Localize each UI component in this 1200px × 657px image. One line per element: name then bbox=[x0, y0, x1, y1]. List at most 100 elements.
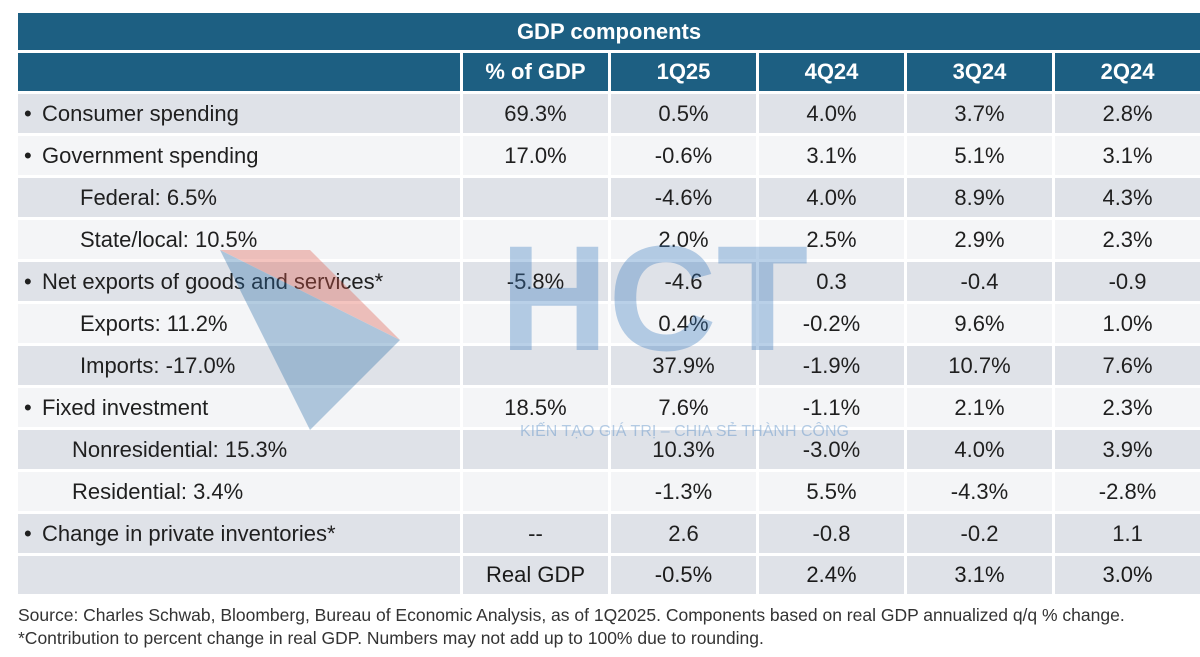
value-cell-3q24: -0.4 bbox=[907, 262, 1052, 301]
share-of-gdp-cell: 69.3% bbox=[463, 94, 608, 133]
share-of-gdp-cell bbox=[463, 472, 608, 511]
share-of-gdp-cell bbox=[463, 220, 608, 259]
value-cell-3q24: 2.1% bbox=[907, 388, 1052, 427]
row-label-cell: State/local: 10.5% bbox=[18, 220, 460, 259]
row-label: Residential: 3.4% bbox=[72, 478, 244, 504]
row-label: Net exports of goods and services* bbox=[42, 268, 384, 294]
column-header-blank bbox=[18, 53, 460, 91]
value-cell-3q24: 2.9% bbox=[907, 220, 1052, 259]
gdp-components-table: GDP components % of GDP 1Q25 4Q24 3Q24 2… bbox=[15, 10, 1200, 597]
table-title: GDP components bbox=[18, 13, 1200, 50]
value-cell-2q24: 2.3% bbox=[1055, 220, 1200, 259]
value-cell-2q24: 3.9% bbox=[1055, 430, 1200, 469]
value-cell-1q25: 10.3% bbox=[611, 430, 756, 469]
value-cell-4q24: -3.0% bbox=[759, 430, 904, 469]
total-blank-cell bbox=[18, 556, 460, 594]
table-row: • Fixed investment 18.5% 7.6% -1.1% 2.1% 2.3% bbox=[18, 388, 1200, 427]
column-header-3q24: 3Q24 bbox=[907, 53, 1052, 91]
value-cell-3q24: -4.3% bbox=[907, 472, 1052, 511]
value-cell-4q24: -0.8 bbox=[759, 514, 904, 553]
value-cell-1q25: 2.6 bbox=[611, 514, 756, 553]
source-footnote: Source: Charles Schwab, Bloomberg, Burea… bbox=[18, 605, 1125, 648]
value-cell-4q24: 5.5% bbox=[759, 472, 904, 511]
row-label-cell: Federal: 6.5% bbox=[18, 178, 460, 217]
share-of-gdp-cell bbox=[463, 178, 608, 217]
table-row: • Government spending 17.0% -0.6% 3.1% 5.1% 3.… bbox=[18, 136, 1200, 175]
row-label-cell: Imports: -17.0% bbox=[18, 346, 460, 385]
total-value-3q24: 3.1% bbox=[907, 556, 1052, 594]
value-cell-2q24: 2.3% bbox=[1055, 388, 1200, 427]
share-of-gdp-cell: 17.0% bbox=[463, 136, 608, 175]
column-header-share: % of GDP bbox=[463, 53, 608, 91]
value-cell-3q24: 4.0% bbox=[907, 430, 1052, 469]
value-cell-3q24: 5.1% bbox=[907, 136, 1052, 175]
value-cell-4q24: -0.2% bbox=[759, 304, 904, 343]
value-cell-2q24: 1.0% bbox=[1055, 304, 1200, 343]
value-cell-4q24: -1.9% bbox=[759, 346, 904, 385]
table-row: • Change in private inventories* -- 2.6 -0.8… bbox=[18, 514, 1200, 553]
row-label: Nonresidential: 15.3% bbox=[72, 436, 288, 462]
total-row: Real GDP -0.5% 2.4% 3.1% 3.0% bbox=[18, 556, 1200, 594]
row-label-cell: • Fixed investment bbox=[18, 388, 460, 427]
share-of-gdp-cell bbox=[463, 430, 608, 469]
share-of-gdp-cell bbox=[463, 346, 608, 385]
value-cell-1q25: 0.4% bbox=[611, 304, 756, 343]
value-cell-2q24: 1.1 bbox=[1055, 514, 1200, 553]
row-label: Fixed investment bbox=[42, 394, 209, 420]
total-value-2q24: 3.0% bbox=[1055, 556, 1200, 594]
table-row: Federal: 6.5% -4.6% 4.0% 8.9% 4.3% bbox=[18, 178, 1200, 217]
bullet-marker: • bbox=[24, 394, 32, 420]
value-cell-3q24: 9.6% bbox=[907, 304, 1052, 343]
bullet-marker: • bbox=[24, 520, 32, 546]
row-label-cell: • Consumer spending bbox=[18, 94, 460, 133]
value-cell-2q24: 7.6% bbox=[1055, 346, 1200, 385]
value-cell-4q24: -1.1% bbox=[759, 388, 904, 427]
column-header-2q24: 2Q24 bbox=[1055, 53, 1200, 91]
value-cell-3q24: 10.7% bbox=[907, 346, 1052, 385]
value-cell-2q24: -0.9 bbox=[1055, 262, 1200, 301]
row-label: Federal: 6.5% bbox=[80, 184, 217, 210]
table-row: • Net exports of goods and services* -5.8%… bbox=[18, 262, 1200, 301]
column-header-row: % of GDP 1Q25 4Q24 3Q24 2Q24 bbox=[18, 53, 1200, 91]
value-cell-1q25: -4.6% bbox=[611, 178, 756, 217]
bullet-marker: • bbox=[24, 268, 32, 294]
total-value-4q24: 2.4% bbox=[759, 556, 904, 594]
row-label-cell: Residential: 3.4% bbox=[18, 472, 460, 511]
value-cell-3q24: 3.7% bbox=[907, 94, 1052, 133]
share-of-gdp-cell bbox=[463, 304, 608, 343]
row-label-cell: • Net exports of goods and services* bbox=[18, 262, 460, 301]
value-cell-1q25: 2.0% bbox=[611, 220, 756, 259]
value-cell-4q24: 4.0% bbox=[759, 178, 904, 217]
table-row: • Consumer spending 69.3% 0.5% 4.0% 3.7% 2.8% bbox=[18, 94, 1200, 133]
row-label: Change in private inventories* bbox=[42, 520, 336, 546]
value-cell-4q24: 4.0% bbox=[759, 94, 904, 133]
value-cell-2q24: 3.1% bbox=[1055, 136, 1200, 175]
table-row: Imports: -17.0% 37.9% -1.9% 10.7% 7.6% bbox=[18, 346, 1200, 385]
value-cell-1q25: -4.6 bbox=[611, 262, 756, 301]
bullet-marker: • bbox=[24, 100, 32, 126]
table-body: • Consumer spending 69.3% 0.5% 4.0% 3.7% 2.8% •… bbox=[18, 94, 1200, 553]
total-value-1q25: -0.5% bbox=[611, 556, 756, 594]
bullet-marker: • bbox=[24, 142, 32, 168]
row-label: State/local: 10.5% bbox=[80, 226, 258, 252]
row-label-cell: Exports: 11.2% bbox=[18, 304, 460, 343]
value-cell-3q24: 8.9% bbox=[907, 178, 1052, 217]
share-of-gdp-cell: -5.8% bbox=[463, 262, 608, 301]
value-cell-2q24: 4.3% bbox=[1055, 178, 1200, 217]
share-of-gdp-cell: 18.5% bbox=[463, 388, 608, 427]
column-header-1q25: 1Q25 bbox=[611, 53, 756, 91]
row-label-cell: • Change in private inventories* bbox=[18, 514, 460, 553]
row-label: Government spending bbox=[42, 142, 259, 168]
value-cell-1q25: -0.6% bbox=[611, 136, 756, 175]
total-label: Real GDP bbox=[463, 556, 608, 594]
row-label: Exports: 11.2% bbox=[80, 310, 228, 336]
value-cell-1q25: 7.6% bbox=[611, 388, 756, 427]
value-cell-3q24: -0.2 bbox=[907, 514, 1052, 553]
row-label-cell: • Government spending bbox=[18, 136, 460, 175]
row-label: Consumer spending bbox=[42, 100, 239, 126]
column-header-4q24: 4Q24 bbox=[759, 53, 904, 91]
table-row: Residential: 3.4% -1.3% 5.5% -4.3% -2.8% bbox=[18, 472, 1200, 511]
table-row: Exports: 11.2% 0.4% -0.2% 9.6% 1.0% bbox=[18, 304, 1200, 343]
value-cell-2q24: 2.8% bbox=[1055, 94, 1200, 133]
